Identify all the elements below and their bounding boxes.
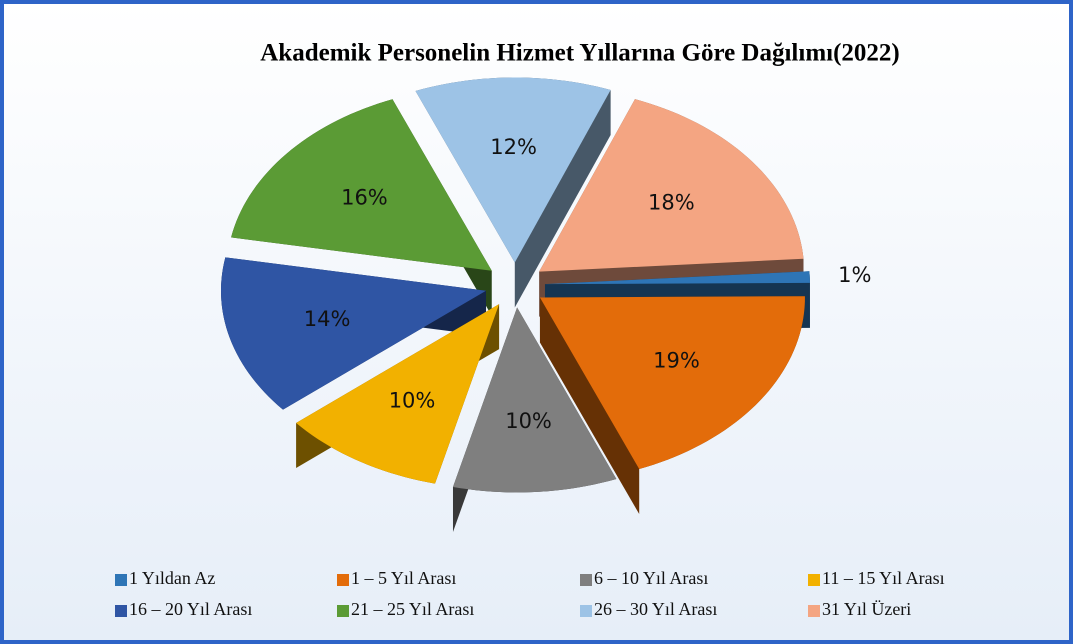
legend-swatch [337,574,349,586]
legend-swatch [115,574,127,586]
legend-swatch [808,605,820,617]
data-label: 16% [341,185,388,209]
legend-label: 6 – 10 Yıl Arası [594,568,708,588]
data-label: 14% [304,307,351,331]
legend-label: 16 – 20 Yıl Arası [129,599,252,619]
slice [231,99,492,271]
data-label: 10% [505,409,552,433]
slice [415,77,611,263]
slice [296,304,500,484]
data-label: 12% [490,135,537,159]
legend-swatch [580,574,592,586]
data-label: 10% [389,388,436,412]
data-label: 18% [648,191,695,215]
legend-label: 1 Yıldan Az [129,568,215,588]
chart-title: Akademik Personelin Hizmet Yıllarına Gör… [260,40,900,67]
slice [452,307,617,493]
data-label: 1% [838,263,871,287]
legend-swatch [808,574,820,586]
legend-label: 21 – 25 Yıl Arası [351,599,474,619]
legend-swatch [580,605,592,617]
legend-label: 11 – 15 Yıl Arası [822,568,945,588]
data-label: 19% [653,348,700,372]
legend-label: 1 – 5 Yıl Arası [351,568,456,588]
slice [539,296,805,470]
legend-swatch [115,605,127,617]
legend-label: 31 Yıl Üzeri [822,599,911,619]
slice [539,99,804,272]
slice [220,257,486,410]
legend-label: 26 – 30 Yıl Arası [594,599,717,619]
legend-swatch [337,605,349,617]
slice [544,271,810,285]
